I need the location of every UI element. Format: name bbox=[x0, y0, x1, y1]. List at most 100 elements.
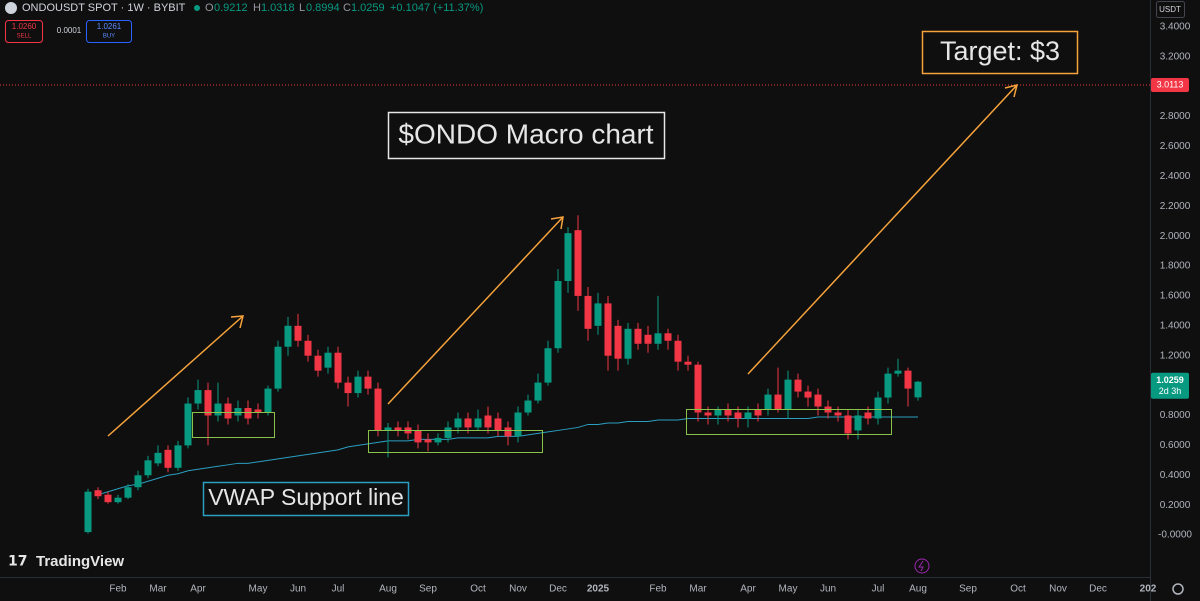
currency-button[interactable] bbox=[1156, 1, 1185, 18]
x-tick-label: Nov bbox=[1049, 584, 1067, 595]
annotation-box bbox=[921, 30, 1079, 75]
title-box bbox=[387, 111, 666, 160]
brand[interactable]: TradingView bbox=[36, 553, 124, 570]
ohlc-change: +0.1047 (+11.37%) bbox=[390, 2, 483, 14]
arrow-head bbox=[1004, 83, 1019, 98]
candle-body bbox=[644, 334, 652, 344]
candle-body bbox=[624, 328, 632, 359]
chart-title: $ONDO Macro chart bbox=[398, 118, 653, 149]
buy-label: BUY bbox=[103, 34, 115, 40]
candle-body bbox=[84, 491, 92, 533]
candle-body bbox=[704, 412, 712, 416]
y-tick-label: 0.4000 bbox=[1160, 470, 1191, 481]
candle-body bbox=[884, 373, 892, 398]
candle-body bbox=[434, 437, 442, 443]
x-tick-label: May bbox=[249, 584, 268, 595]
candle-body bbox=[544, 348, 552, 383]
sell-button[interactable] bbox=[5, 20, 43, 43]
candle-body bbox=[814, 394, 822, 407]
candle-body bbox=[564, 233, 572, 281]
candle-body bbox=[104, 494, 112, 503]
sell-price: 1.0260 bbox=[12, 22, 37, 31]
x-tick-label: Oct bbox=[1010, 584, 1026, 595]
x-tick-label: Jul bbox=[872, 584, 885, 595]
candle-body bbox=[794, 379, 802, 392]
y-tick-label: 1.8000 bbox=[1160, 261, 1191, 272]
candle-body bbox=[764, 394, 772, 410]
brand-logo: 𝟭𝟳 bbox=[8, 553, 27, 569]
ohlc-key: H bbox=[253, 2, 261, 14]
candle-body bbox=[784, 379, 792, 410]
currency: USDT bbox=[1159, 5, 1181, 14]
candle-body bbox=[554, 280, 562, 349]
last-price-tag bbox=[1151, 372, 1189, 399]
x-tick-label: Mar bbox=[149, 584, 167, 595]
candle-body bbox=[384, 427, 392, 431]
candle-body bbox=[874, 397, 882, 419]
candle-body bbox=[494, 418, 502, 431]
candle-body bbox=[914, 381, 922, 398]
candle-body bbox=[344, 382, 352, 394]
arrow-head bbox=[550, 216, 564, 230]
symbol-icon bbox=[5, 2, 17, 14]
candle-body bbox=[574, 230, 582, 296]
alert-icon[interactable] bbox=[914, 558, 930, 574]
settings-icon[interactable] bbox=[1172, 583, 1184, 595]
candle-body bbox=[244, 408, 252, 419]
x-tick-label: Jun bbox=[290, 584, 306, 595]
ohlc-key: C bbox=[343, 2, 351, 14]
candle-body bbox=[514, 412, 522, 437]
spread: 0.0001 bbox=[57, 26, 82, 35]
support-zone bbox=[686, 409, 892, 435]
candle-body bbox=[804, 391, 812, 398]
candle-body bbox=[294, 325, 302, 341]
buy-button[interactable] bbox=[86, 20, 132, 43]
candle-body bbox=[284, 325, 292, 347]
y-tick-label: 0.8000 bbox=[1160, 410, 1191, 421]
last-price-label: 1.0259 bbox=[1156, 375, 1184, 385]
candle-body bbox=[744, 412, 752, 419]
y-tick-label: 3.4000 bbox=[1160, 22, 1191, 33]
arrows bbox=[107, 83, 1019, 437]
y-tick-label: 0.2000 bbox=[1160, 500, 1191, 511]
candle-body bbox=[674, 340, 682, 362]
y-tick-label: 2.6000 bbox=[1160, 141, 1191, 152]
y-tick-label: 1.2000 bbox=[1160, 350, 1191, 361]
symbol-title[interactable]: ONDOUSDT SPOT · 1W · BYBIT bbox=[22, 2, 186, 14]
candle-body bbox=[714, 409, 722, 416]
ohlc-value: 0.9212 bbox=[214, 2, 248, 14]
candle-body bbox=[774, 394, 782, 410]
candle-body bbox=[334, 352, 342, 383]
candle-body bbox=[174, 445, 182, 468]
y-tick-label: 2.4000 bbox=[1160, 171, 1191, 182]
annotation: Target: $3 bbox=[940, 36, 1060, 66]
candle-body bbox=[504, 427, 512, 437]
candle-body bbox=[604, 303, 612, 356]
candle-body bbox=[484, 415, 492, 428]
candle-body bbox=[194, 390, 202, 404]
ohlc-key: O bbox=[205, 2, 214, 14]
x-tick-label: Dec bbox=[549, 584, 567, 595]
price-tag-label: 3.0113 bbox=[1157, 79, 1184, 89]
candle-body bbox=[254, 409, 262, 413]
price-tag bbox=[1151, 77, 1189, 92]
candle-body bbox=[594, 303, 602, 326]
candle-body bbox=[464, 418, 472, 428]
candle-body bbox=[904, 370, 912, 389]
x-tick-label: Jul bbox=[332, 584, 345, 595]
candle-body bbox=[424, 439, 432, 443]
candle-body bbox=[634, 328, 642, 344]
alert-bolt bbox=[918, 560, 924, 572]
x-tick-label: Sep bbox=[959, 584, 977, 595]
candle-body bbox=[694, 364, 702, 413]
candle-body bbox=[374, 388, 382, 431]
candle-body bbox=[584, 295, 592, 329]
candle-body bbox=[364, 376, 372, 389]
candle-body bbox=[214, 403, 222, 416]
x-tick-label: 2025 bbox=[587, 584, 610, 595]
y-tick-label: 1.6000 bbox=[1160, 291, 1191, 302]
ohlc-key: L bbox=[299, 2, 305, 14]
